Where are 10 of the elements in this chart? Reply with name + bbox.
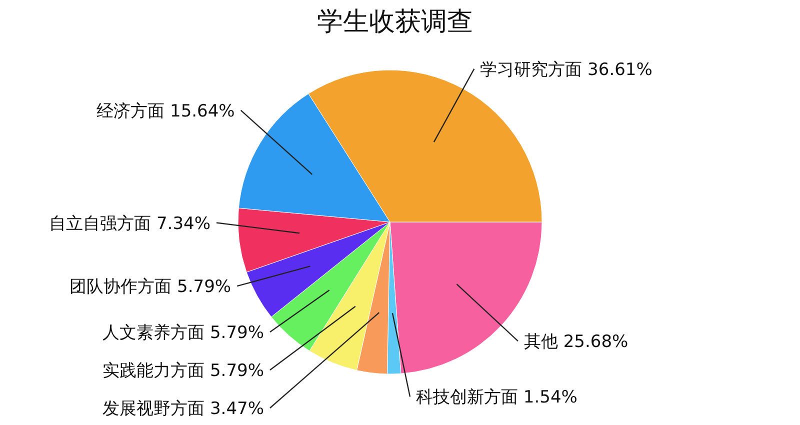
slice-label: 人文素养方面 5.79% bbox=[102, 323, 264, 343]
slice-label: 科技创新方面 1.54% bbox=[416, 388, 578, 408]
slice-label: 其他 25.68% bbox=[524, 332, 628, 352]
slice-label: 自立自强方面 7.34% bbox=[49, 214, 211, 234]
slice-label: 实践能力方面 5.79% bbox=[102, 361, 264, 381]
chart-title: 学生收获调查 bbox=[317, 7, 473, 37]
slice-label: 团队协作方面 5.79% bbox=[70, 277, 232, 298]
slice-label: 学习研究方面 36.61% bbox=[480, 60, 652, 80]
slice-label: 经济方面 15.64% bbox=[96, 101, 235, 122]
slice-label: 发展视野方面 3.47% bbox=[102, 399, 264, 419]
